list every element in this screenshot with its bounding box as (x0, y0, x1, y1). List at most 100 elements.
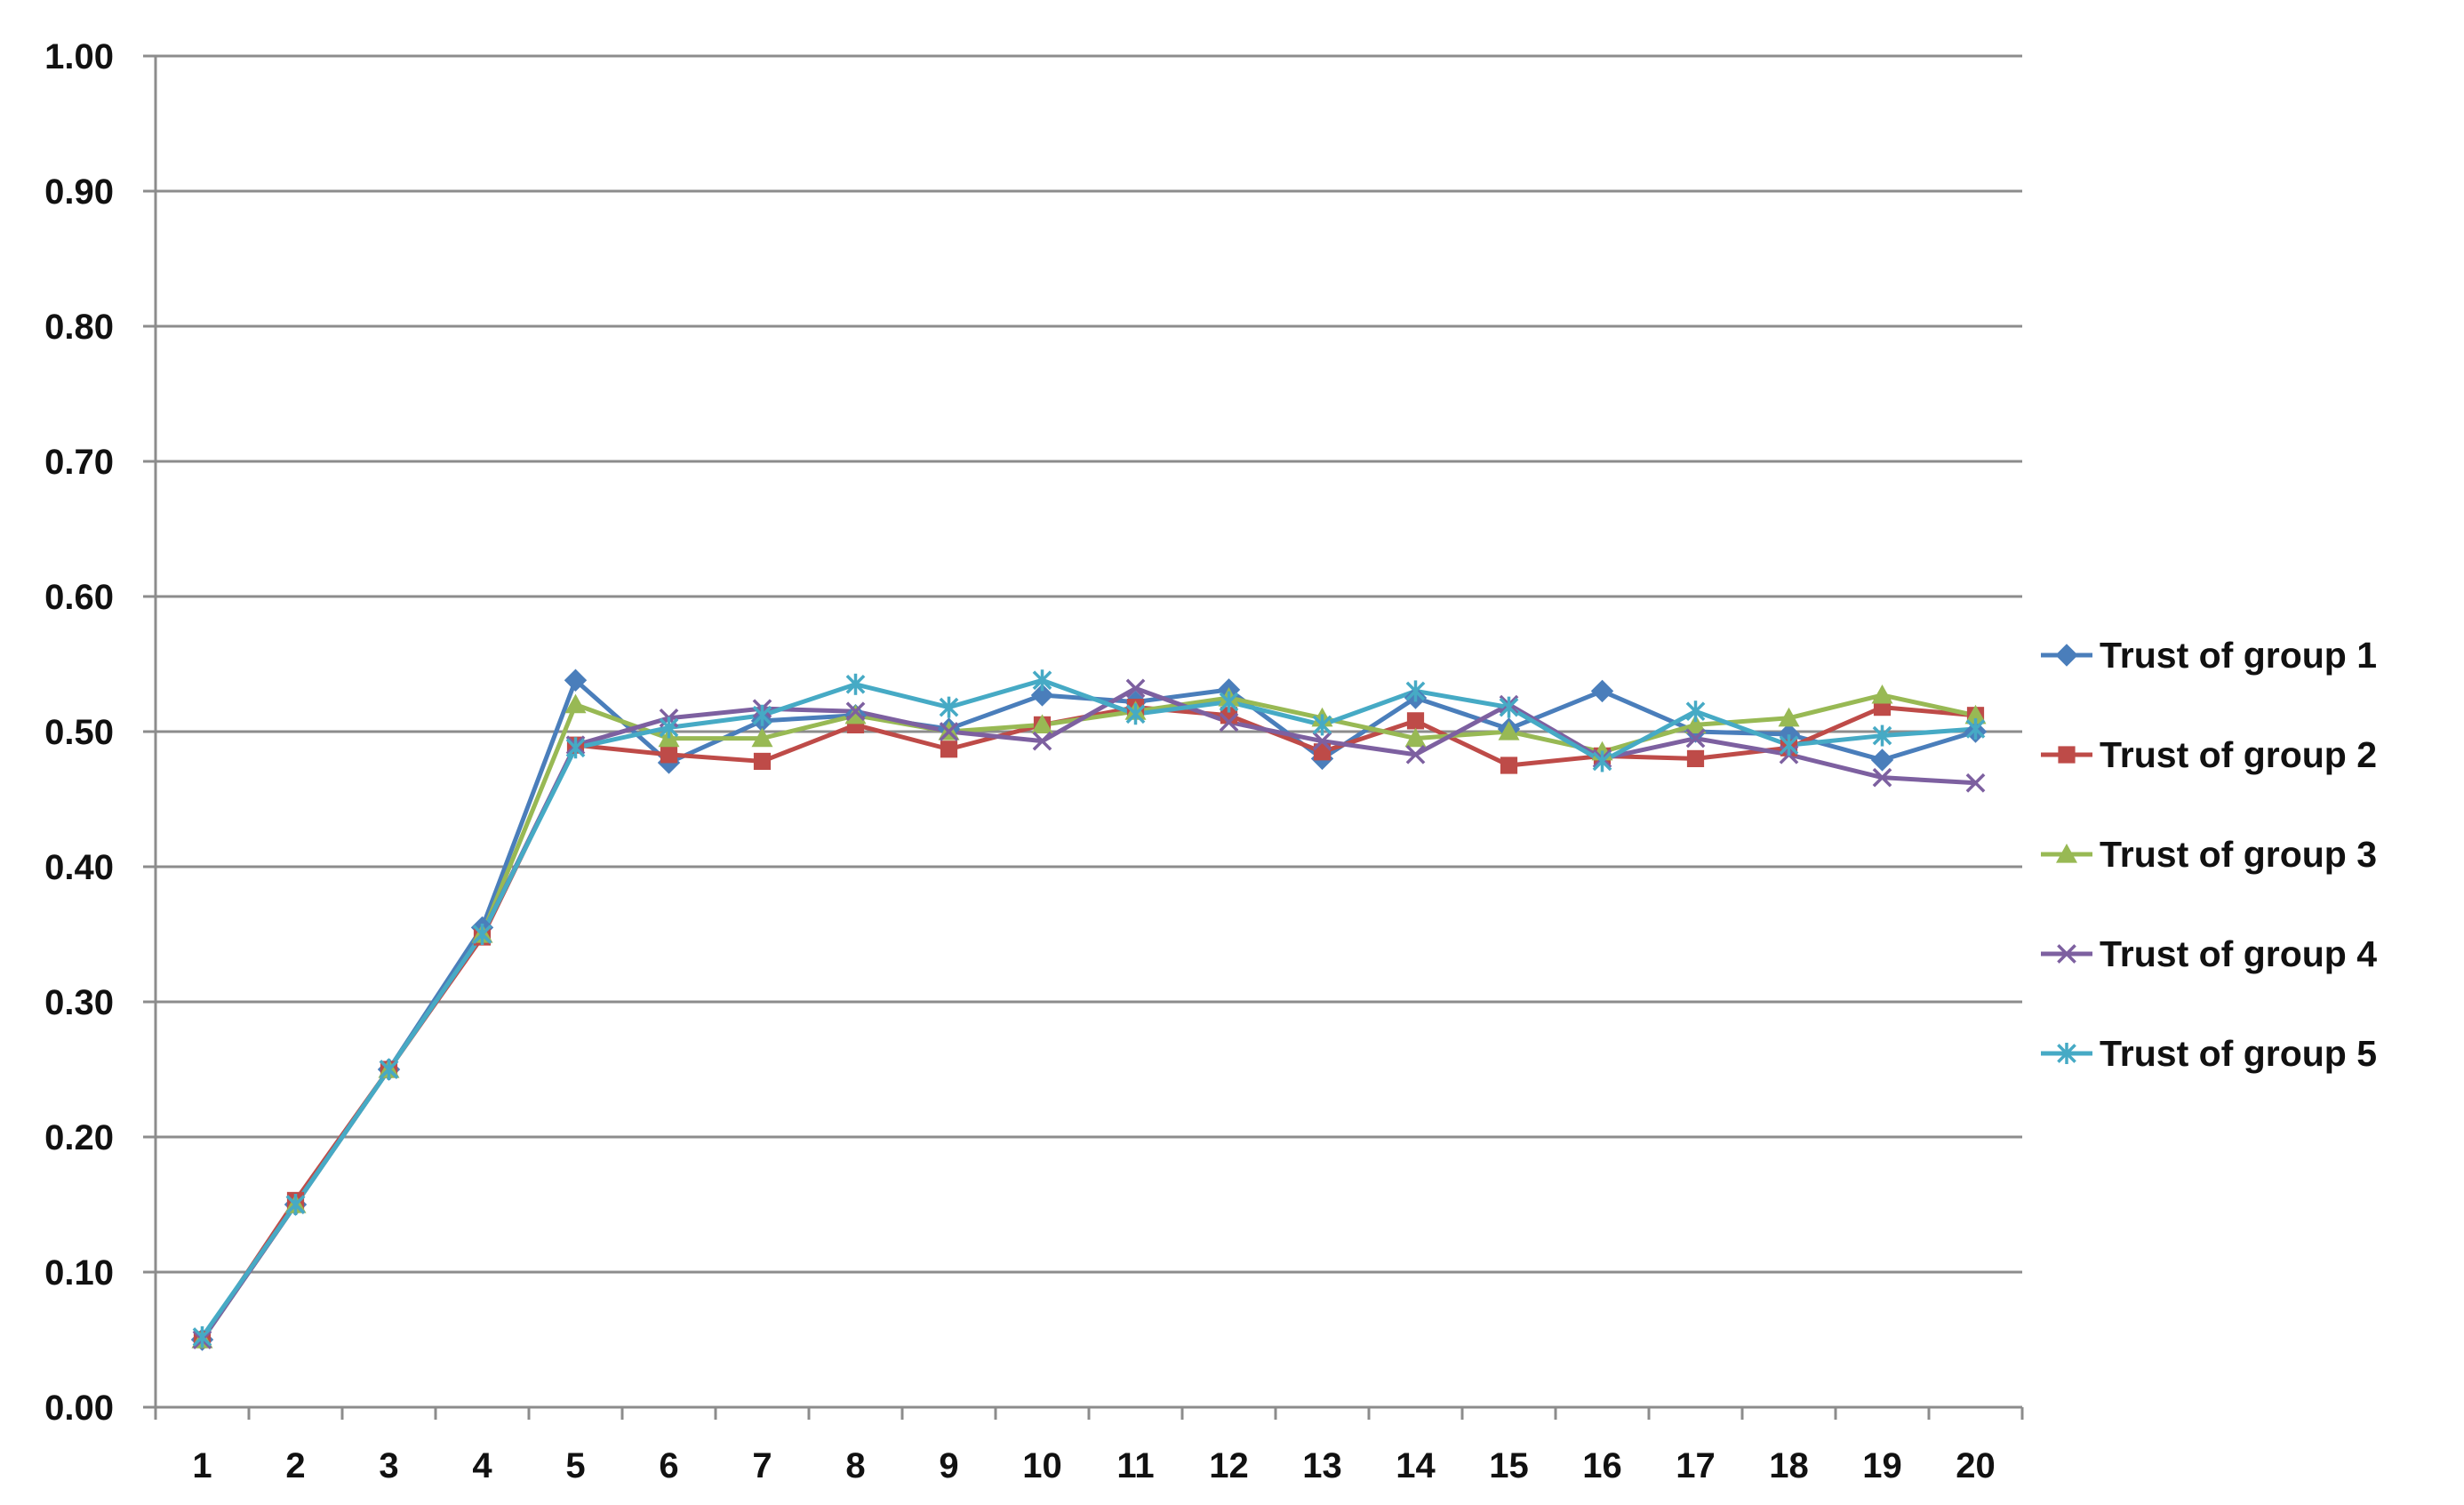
x-tick-label: 4 (472, 1446, 492, 1485)
data-point (1592, 750, 1612, 773)
y-tick-label: 0.00 (44, 1389, 114, 1428)
series-line-group-3 (200, 692, 1978, 1342)
x-tick-label: 2 (285, 1446, 305, 1485)
series-line-group-1 (200, 677, 1978, 1342)
legend-label: Trust of group 3 (2100, 834, 2377, 875)
x-tick-label: 12 (1209, 1446, 1249, 1485)
series-markers-group-3 (191, 684, 1987, 1349)
marker-stroke (1965, 773, 1986, 793)
marker-stroke (1312, 731, 1332, 751)
marker-stroke (1405, 745, 1426, 765)
marker-stroke (1219, 712, 1239, 732)
data-point (1312, 731, 1332, 751)
data-point (564, 693, 587, 714)
series-markers-group-2 (193, 699, 1985, 1349)
data-point (1500, 757, 1518, 774)
data-point (1219, 691, 1239, 713)
data-point (845, 701, 866, 722)
data-point (1685, 700, 1706, 723)
legend-item-group-5: Trust of group 5 (2041, 1033, 2377, 1074)
y-tick-label: 0.60 (44, 578, 114, 617)
data-point (660, 746, 678, 764)
y-tick-label: 0.40 (44, 848, 114, 887)
legend-label: Trust of group 2 (2100, 734, 2377, 775)
data-point (379, 1059, 399, 1080)
x-tick-label: 17 (1676, 1446, 1716, 1485)
legend-label: Trust of group 4 (2100, 933, 2377, 974)
x-tick-label: 9 (939, 1446, 958, 1485)
tick-labels: 0.00 0.10 0.20 0.30 0.40 0.50 0.60 0.70 0.80 0.90… (44, 37, 1996, 1485)
data-point (1031, 714, 1053, 733)
data-point (564, 668, 588, 692)
data-point (1125, 678, 1146, 699)
marker-stroke (1032, 731, 1052, 751)
data-point (565, 737, 586, 759)
data-point (1870, 748, 1894, 772)
data-point (2058, 746, 2076, 764)
series-line-group-2 (200, 705, 1978, 1342)
data-point (1125, 703, 1146, 725)
x-tick-label: 20 (1956, 1446, 1996, 1485)
series-markers-group-4 (192, 678, 1986, 1349)
legend-item-group-1: Trust of group 1 (2041, 635, 2377, 676)
x-tick-label: 3 (379, 1446, 398, 1485)
data-point (1872, 767, 1892, 788)
y-tick-label: 1.00 (44, 37, 114, 76)
data-point (939, 696, 959, 718)
data-point (1032, 731, 1052, 751)
axes (143, 54, 2024, 1420)
y-tick-label: 0.20 (44, 1118, 114, 1157)
data-point (2055, 644, 2078, 667)
data-point (2057, 944, 2076, 964)
x-tick-label: 1 (192, 1446, 212, 1485)
data-point (940, 740, 958, 758)
x-tick-label: 10 (1022, 1446, 1062, 1485)
x-tick-label: 18 (1769, 1446, 1809, 1485)
series-line-group-4 (200, 685, 1978, 1342)
data-point (844, 704, 867, 724)
data-point (285, 1194, 306, 1215)
marker-stroke (939, 722, 959, 741)
data-point (659, 716, 679, 739)
data-point (2057, 1043, 2076, 1064)
data-point (1590, 679, 1614, 703)
marker-stroke (1125, 678, 1146, 699)
series-markers-group-1 (190, 668, 1988, 1351)
gridlines (156, 54, 2022, 1274)
x-tick-label: 11 (1116, 1446, 1154, 1485)
x-tick-label: 14 (1396, 1446, 1436, 1485)
x-tick-label: 19 (1862, 1446, 1902, 1485)
data-point (1312, 714, 1332, 736)
data-point (1965, 773, 1986, 793)
marker-stroke (845, 701, 866, 722)
data-point (751, 727, 773, 748)
x-tick-label: 8 (845, 1446, 865, 1485)
data-point (2056, 844, 2077, 863)
x-tick-label: 15 (1489, 1446, 1529, 1485)
legend-label: Trust of group 5 (2100, 1033, 2377, 1074)
legend-item-group-2: Trust of group 2 (2041, 734, 2377, 775)
y-tick-label: 0.90 (44, 172, 114, 212)
series-line-group-5 (200, 677, 1978, 1340)
legend-item-group-3: Trust of group 3 (2041, 834, 2377, 875)
data-point (1686, 749, 1705, 767)
data-point (1405, 680, 1426, 702)
data-point (1404, 727, 1427, 748)
data-point (192, 1325, 212, 1348)
data-point (1030, 684, 1054, 707)
x-tick-label: 5 (565, 1446, 585, 1485)
marker-stroke (1872, 767, 1892, 788)
data-point (1779, 734, 1799, 757)
x-tick-label: 7 (752, 1446, 772, 1485)
data-point (1684, 714, 1707, 733)
data-point (1219, 712, 1239, 732)
marker-stroke (2057, 944, 2076, 964)
data-point (752, 704, 772, 726)
data-point (939, 722, 959, 741)
series-lines (200, 677, 1978, 1342)
data-point (845, 673, 866, 695)
marker-stroke (1685, 728, 1706, 748)
data-point (1964, 704, 1987, 724)
